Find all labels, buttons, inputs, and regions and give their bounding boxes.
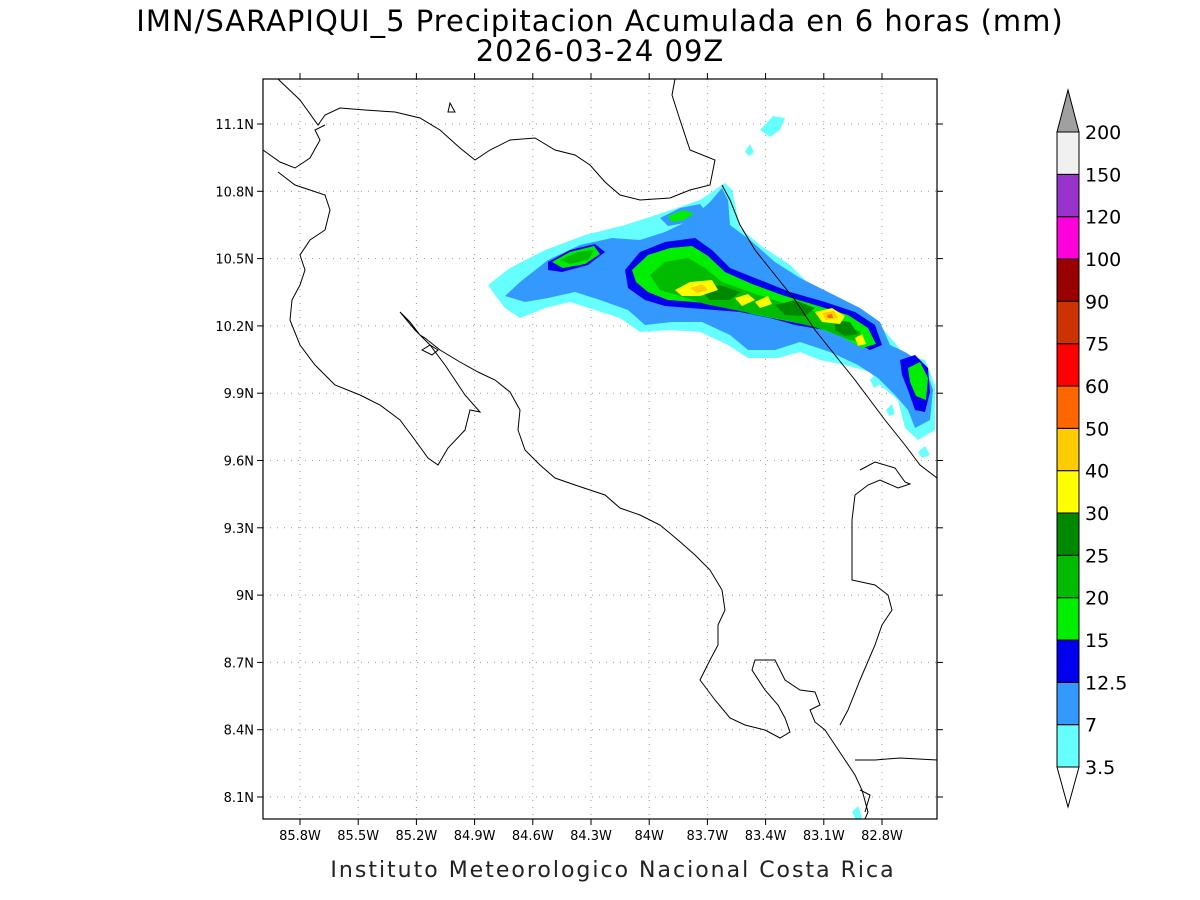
colorbar-label: 200 — [1085, 122, 1121, 144]
longitude-label: 84.9W — [454, 829, 496, 844]
colorbar-label: 120 — [1085, 207, 1121, 229]
colorbar-swatch — [1056, 343, 1080, 387]
colorbar-label: 12.5 — [1085, 672, 1127, 694]
longitude-label: 85.8W — [279, 829, 321, 844]
latitude-label: 9.9N — [224, 387, 254, 402]
latitude-label: 11.1N — [215, 118, 254, 133]
latitude-label: 10.5N — [215, 253, 254, 268]
latitude-labels: 11.1N 10.8N 10.5N 10.2N 9.9N 9.6N 9.3N 9N 8.7N 8.… — [215, 118, 254, 806]
longitude-label: 83.1W — [803, 829, 845, 844]
longitude-label: 84W — [634, 829, 664, 844]
colorbar-lower-extension — [1056, 766, 1080, 809]
colorbar-swatch — [1056, 470, 1080, 514]
longitude-labels: 85.8W 85.5W 85.2W 84.9W 84.6W 84.3W 84W 83.7W 83… — [279, 829, 903, 844]
colorbar-swatch — [1056, 554, 1080, 599]
colorbar-swatch — [1056, 173, 1080, 218]
colorbar-swatch — [1056, 597, 1080, 641]
colorbar-label: 150 — [1085, 164, 1121, 186]
longitude-label: 85.5W — [337, 829, 379, 844]
colorbar-label: 25 — [1085, 545, 1109, 567]
longitude-label: 84.6W — [512, 829, 554, 844]
longitude-label: 85.2W — [395, 829, 437, 844]
latitude-label: 9.3N — [224, 522, 254, 537]
map-gridlines — [263, 79, 937, 819]
colorbar-swatch — [1056, 724, 1080, 768]
latitude-label: 8.7N — [224, 656, 254, 671]
map-subtitle: 2026-03-24 09Z — [476, 34, 725, 68]
colorbar-label: 50 — [1085, 418, 1109, 440]
colorbar: 3.5 7 12.5 15 20 25 30 40 50 60 75 90 100 120 150 200 — [1056, 88, 1127, 809]
colorbar-label: 90 — [1085, 291, 1109, 313]
footer-credit: Instituto Meteorologico Nacional Costa R… — [330, 858, 895, 883]
longitude-label: 83.4W — [745, 829, 787, 844]
longitude-label: 84.3W — [570, 829, 612, 844]
map-frame — [262, 78, 938, 820]
colorbar-swatch — [1056, 131, 1080, 175]
precipitation-field — [488, 116, 935, 820]
colorbar-label: 60 — [1085, 376, 1109, 398]
coastline-borders — [262, 78, 938, 820]
colorbar-label: 100 — [1085, 249, 1121, 271]
colorbar-label: 3.5 — [1085, 757, 1115, 779]
colorbar-label: 20 — [1085, 588, 1109, 610]
latitude-label: 8.4N — [224, 724, 254, 739]
latitude-label: 9N — [236, 589, 254, 604]
colorbar-swatch — [1056, 300, 1080, 345]
latitude-label: 10.8N — [215, 185, 254, 200]
longitude-label: 82.8W — [861, 829, 903, 844]
colorbar-swatch — [1056, 385, 1080, 429]
colorbar-label: 15 — [1085, 630, 1109, 652]
axis-ticks — [257, 73, 943, 825]
map-title: IMN/SARAPIQUI_5 Precipitacion Acumulada … — [136, 4, 1063, 38]
colorbar-swatch — [1056, 427, 1080, 472]
colorbar-label: 40 — [1085, 461, 1109, 483]
longitude-label: 83.7W — [686, 829, 728, 844]
colorbar-upper-extension — [1056, 88, 1080, 133]
colorbar-swatch — [1056, 216, 1080, 260]
colorbar-swatch — [1056, 639, 1080, 683]
colorbar-swatch — [1056, 512, 1080, 556]
colorbar-swatch — [1056, 258, 1080, 302]
latitude-label: 10.2N — [215, 320, 254, 335]
colorbar-label: 75 — [1085, 334, 1109, 356]
map-plot-area — [263, 79, 937, 819]
latitude-label: 9.6N — [224, 455, 254, 470]
colorbar-label: 30 — [1085, 503, 1109, 525]
colorbar-swatch — [1056, 681, 1080, 726]
colorbar-label: 7 — [1085, 715, 1097, 737]
latitude-label: 8.1N — [224, 791, 254, 806]
